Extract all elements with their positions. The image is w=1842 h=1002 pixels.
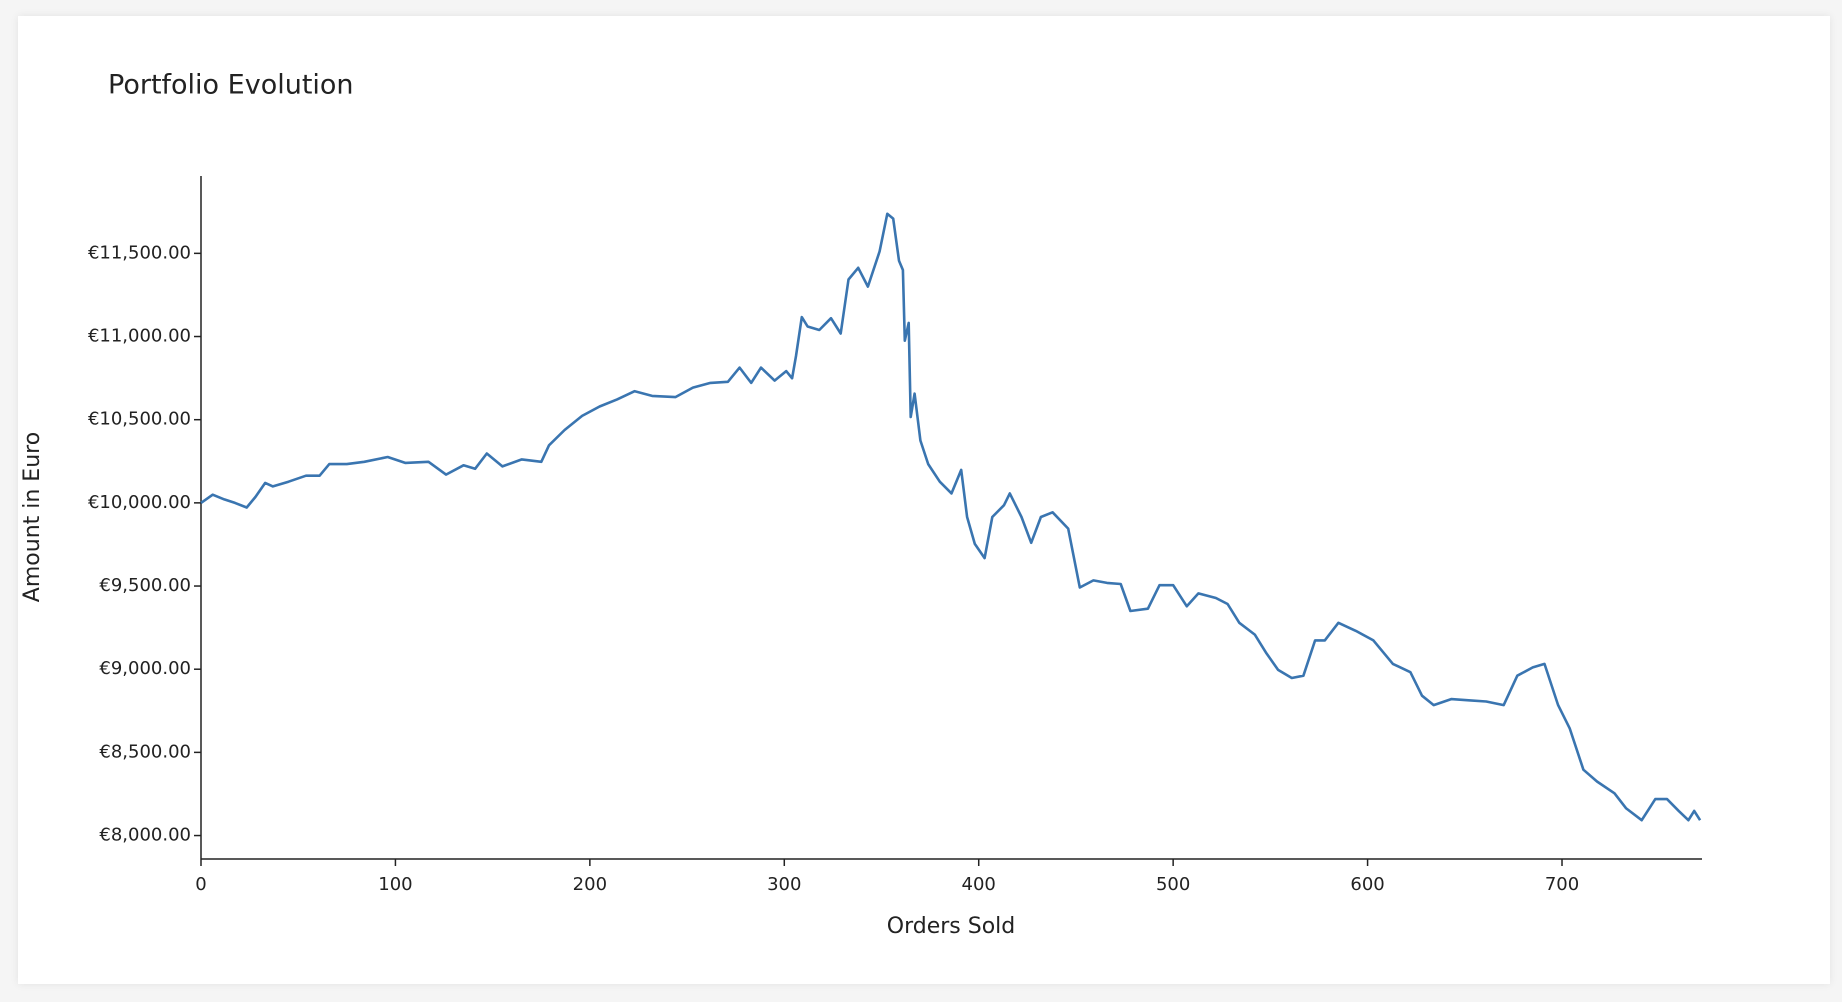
- x-tick-label: 0: [195, 874, 206, 895]
- y-axis-title: Amount in Euro: [20, 432, 45, 602]
- y-tick-label: €9,000.00: [99, 658, 191, 679]
- y-tick-label: €10,000.00: [88, 492, 191, 513]
- x-tick-label: 100: [378, 874, 412, 895]
- chart-title: Portfolio Evolution: [108, 70, 354, 101]
- y-tick-label: €8,000.00: [99, 825, 191, 846]
- x-tick-label: 500: [1156, 874, 1190, 895]
- y-tick-label: €9,500.00: [99, 575, 191, 596]
- line-series: [200, 212, 1702, 822]
- y-tick-label: €10,500.00: [88, 409, 191, 430]
- x-tick-label: 400: [962, 874, 996, 895]
- y-tick-label: €11,000.00: [88, 326, 191, 347]
- x-tick-label: 700: [1545, 874, 1579, 895]
- y-tick-label: €8,500.00: [99, 741, 191, 762]
- x-tick-label: 600: [1350, 874, 1384, 895]
- y-tick-label: €11,500.00: [88, 242, 191, 263]
- card: [18, 16, 1830, 984]
- x-axis-title: Orders Sold: [887, 914, 1015, 939]
- x-tick-label: 300: [767, 874, 801, 895]
- x-tick-label: 200: [573, 874, 607, 895]
